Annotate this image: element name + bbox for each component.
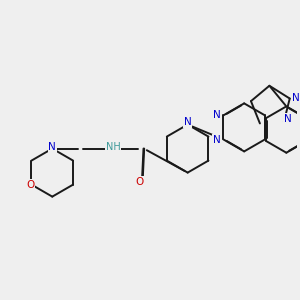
Text: O: O (26, 180, 34, 190)
Text: NH: NH (106, 142, 121, 152)
Text: N: N (292, 93, 300, 103)
Text: N: N (213, 110, 221, 120)
Text: O: O (135, 177, 143, 187)
Text: N: N (184, 117, 191, 127)
Text: N: N (213, 135, 221, 145)
Text: N: N (48, 142, 56, 152)
Text: N: N (284, 114, 292, 124)
